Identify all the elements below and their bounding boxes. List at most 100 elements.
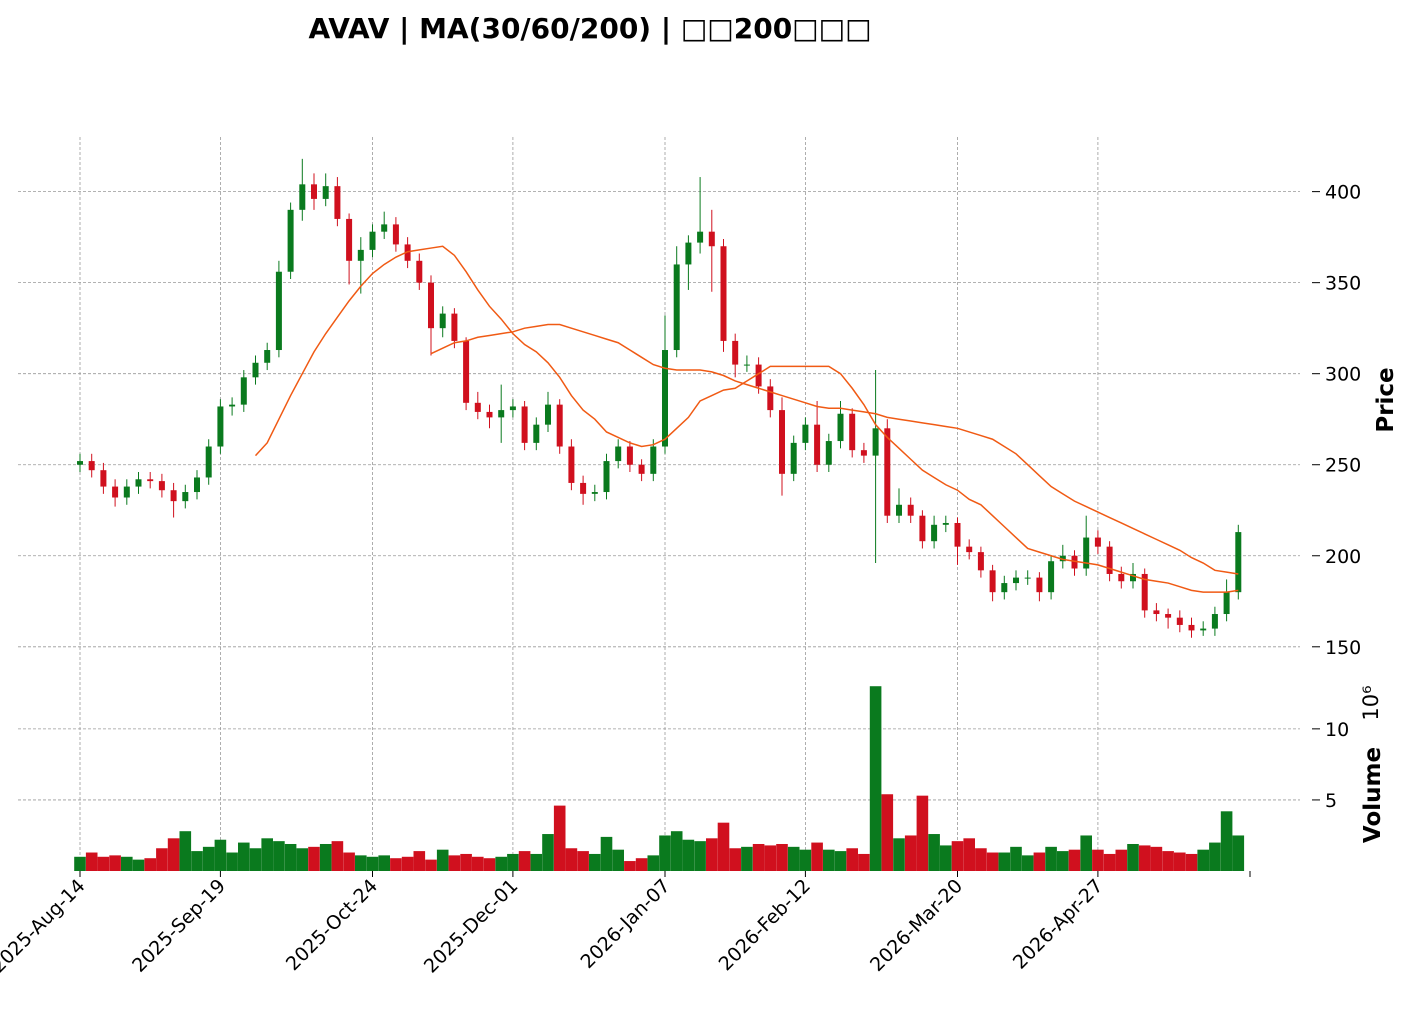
volume-bar — [97, 856, 110, 871]
candle-body — [732, 340, 739, 365]
candle-body — [673, 264, 680, 351]
volume-bar — [776, 843, 788, 871]
volume-bar — [542, 834, 554, 871]
candle-body — [194, 477, 200, 493]
candle-body — [392, 224, 399, 245]
candle-body — [1235, 532, 1242, 593]
volume-bar — [986, 852, 999, 871]
candle-body — [802, 424, 809, 443]
volume-bar — [729, 848, 741, 871]
volume-bar — [261, 838, 273, 871]
volume-bar — [495, 856, 507, 871]
x-tick-label: 2025-Oct-24 — [282, 875, 382, 975]
volume-bar — [308, 846, 320, 871]
volume-bar — [799, 849, 812, 871]
candle-body — [989, 570, 996, 593]
candle-body — [135, 479, 142, 487]
volume-bar — [823, 849, 835, 871]
volume-bar — [717, 822, 730, 871]
volume-bar — [612, 849, 624, 871]
candle-body — [217, 406, 224, 447]
candle-body — [147, 479, 154, 482]
volume-bar — [226, 852, 238, 871]
candle-body — [626, 446, 633, 465]
candle-body — [474, 402, 481, 412]
candle-body — [451, 313, 458, 341]
volume-bar — [296, 848, 309, 871]
volume-bar — [1150, 846, 1163, 871]
candle-body — [509, 406, 516, 411]
volume-bar — [916, 795, 929, 871]
volume-bar — [1033, 852, 1046, 871]
x-tick-label: 2025-Aug-14 — [0, 875, 90, 977]
candle-body — [463, 340, 470, 403]
candle-body — [931, 524, 938, 542]
volume-bar — [998, 852, 1011, 871]
volume-bar — [869, 686, 882, 871]
volume-bar — [670, 831, 683, 871]
volume-bar — [811, 842, 823, 871]
volume-bar — [1209, 842, 1221, 871]
volume-bar — [904, 835, 917, 871]
volume-bar — [331, 841, 344, 871]
x-tick-label: 2026-Mar-20 — [866, 875, 967, 976]
candle-body — [767, 386, 774, 411]
candle-body — [264, 350, 271, 363]
volume-bar — [436, 849, 449, 871]
volume-bar — [390, 858, 402, 871]
candle-body — [229, 404, 236, 407]
volume-bar — [577, 851, 589, 871]
candle-body — [966, 546, 973, 553]
candle-body — [942, 522, 949, 525]
volume-bar — [167, 838, 180, 871]
volume-bar — [238, 842, 250, 871]
candle-body — [896, 504, 902, 516]
candle-body — [170, 490, 177, 502]
volume-bar — [858, 853, 870, 871]
volume-bar — [940, 845, 952, 871]
volume-bar — [1092, 849, 1104, 871]
candle-body — [1036, 577, 1043, 593]
y2-axis-label: Volume — [1360, 747, 1386, 843]
volume-bar — [191, 851, 203, 871]
volume-bar — [1021, 855, 1034, 871]
candle-body — [1153, 610, 1160, 615]
candle-body — [977, 552, 984, 571]
candle-body — [1223, 592, 1230, 615]
volume-bar — [448, 855, 461, 871]
candle-body — [381, 224, 388, 232]
candle-body — [205, 446, 212, 478]
candle-body — [299, 184, 306, 210]
volume-bar — [273, 841, 285, 871]
volume-bar — [951, 841, 964, 871]
moving-average — [254, 245, 1239, 593]
candle-body — [334, 186, 341, 219]
candle-body — [240, 377, 247, 405]
candle-body — [849, 413, 856, 451]
volume-bar — [460, 853, 472, 871]
candle-body — [1094, 537, 1101, 547]
volume-bar — [741, 846, 753, 871]
candle-body — [603, 461, 610, 493]
volume-bar — [378, 855, 390, 871]
volume-bar — [659, 835, 671, 871]
volume-bar — [214, 839, 227, 871]
volume-bar — [963, 838, 975, 871]
candle-body — [77, 461, 83, 465]
volume-bar — [589, 853, 601, 871]
y-tick-label: 200 — [1325, 546, 1361, 568]
volume-bar — [413, 851, 426, 871]
candle-body — [1048, 561, 1055, 593]
candle-body — [743, 364, 750, 366]
volume-bar — [507, 853, 519, 871]
volume-bar — [156, 848, 168, 871]
candle-body — [907, 504, 914, 516]
candle-body — [825, 441, 832, 465]
candle-body — [404, 244, 411, 261]
volume-bar — [1162, 851, 1174, 871]
moving-average — [430, 323, 1239, 575]
candle-body — [521, 406, 528, 443]
candle-body — [779, 410, 785, 474]
volume-bar — [202, 846, 215, 871]
volume-bar — [1103, 853, 1116, 871]
